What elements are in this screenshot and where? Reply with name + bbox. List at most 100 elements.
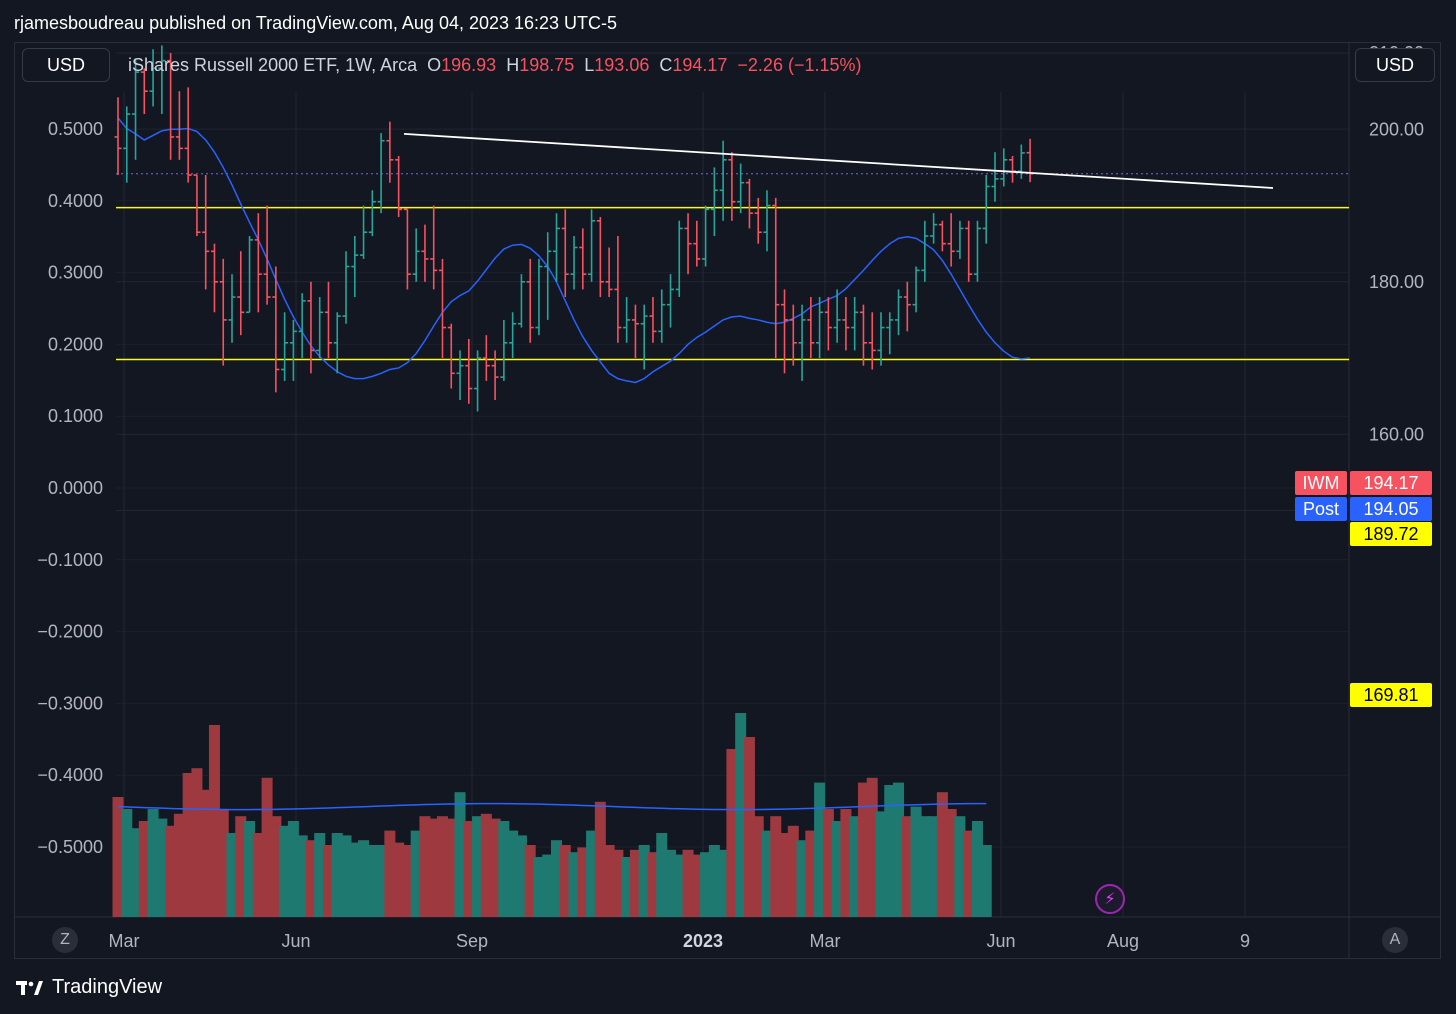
volume-bar: [489, 818, 501, 917]
volume-bar: [480, 813, 492, 917]
volume-bar: [340, 835, 352, 917]
iwm-label-tag: IWM: [1295, 471, 1347, 495]
left-axis-tick-label: −0.3000: [37, 693, 103, 713]
auto-scale-button[interactable]: A: [1382, 927, 1408, 953]
volume-bar: [919, 816, 931, 917]
volume-bar: [463, 821, 475, 917]
volume-bar: [638, 845, 650, 917]
volume-bar: [244, 821, 256, 917]
flash-icon[interactable]: ⚡: [1095, 884, 1125, 914]
volume-bar: [270, 816, 282, 917]
volume-bar: [472, 816, 484, 917]
volume-bar: [419, 816, 431, 917]
volume-bar: [138, 821, 150, 917]
low-label: L: [584, 55, 595, 75]
volume-bar: [331, 833, 343, 917]
time-axis-tick-label: Mar: [810, 931, 841, 951]
volume-bar: [787, 825, 799, 917]
volume-bar: [533, 857, 545, 917]
volume-bar: [594, 801, 606, 917]
volume-bar: [551, 840, 562, 917]
volume-bar: [656, 833, 668, 917]
right-axis-tick-label: 200.00: [1369, 119, 1424, 139]
volume-bar: [980, 845, 992, 917]
volume-bar: [691, 854, 703, 917]
right-axis-tick-label: 160.00: [1369, 424, 1424, 444]
volume-bar: [647, 852, 659, 917]
time-axis-tick-label: Mar: [109, 931, 140, 951]
volume-bar: [410, 830, 422, 917]
volume-bar: [586, 830, 598, 917]
volume-bar: [235, 816, 247, 917]
support-tag-upper: 189.72: [1350, 522, 1432, 546]
volume-bar: [165, 825, 177, 917]
volume-bar: [156, 818, 168, 917]
volume-bar: [147, 809, 159, 917]
brand: TradingView: [16, 976, 162, 999]
high-label: H: [506, 55, 520, 75]
volume-bar: [963, 830, 975, 917]
volume-bar: [577, 847, 589, 917]
volume-bar: [121, 809, 133, 917]
moving-average-line: [117, 117, 1031, 384]
volume-bar: [559, 845, 571, 917]
symbol-legend: iShares Russell 2000 ETF, 1W, Arca O 196…: [128, 55, 872, 76]
volume-bar: [226, 833, 238, 917]
volume-bar: [261, 777, 273, 917]
volume-bar: [401, 845, 413, 917]
volume-bar: [200, 789, 212, 917]
volume-bar: [182, 773, 194, 917]
volume-bar: [743, 737, 755, 917]
open-label: O: [427, 55, 442, 75]
currency-button-right[interactable]: USD: [1355, 48, 1435, 82]
volume-bar: [945, 809, 957, 917]
volume-bar: [884, 785, 896, 917]
volume-bar: [901, 816, 913, 917]
left-axis-tick-label: 0.4000: [48, 191, 103, 211]
left-axis-tick-label: 0.1000: [48, 406, 103, 426]
left-axis-tick-label: 0.3000: [48, 263, 103, 283]
left-axis-tick-label: 0.2000: [48, 334, 103, 354]
left-axis-tick-label: −0.5000: [37, 837, 103, 857]
volume-bar: [796, 840, 808, 917]
volume-bar: [717, 849, 729, 917]
volume-bar: [708, 845, 720, 917]
volume-bar: [173, 813, 185, 917]
high-value: 198.75: [519, 55, 575, 75]
low-value: 193.06: [594, 55, 650, 75]
volume-bar: [314, 833, 326, 917]
volume-bar: [857, 782, 869, 917]
volume-bar: [217, 809, 229, 917]
left-axis-tick-label: −0.2000: [37, 622, 103, 642]
volume-bar: [445, 818, 457, 917]
volume-bar: [375, 845, 387, 917]
volume-bar: [366, 845, 378, 917]
volume-bar: [954, 816, 966, 917]
volume-bar: [805, 830, 817, 917]
volume-bar: [498, 821, 510, 917]
change-value: −2.26 (−1.15%): [737, 55, 862, 75]
volume-bar: [384, 830, 396, 917]
chart-frame: [14, 42, 1441, 959]
volume-bar: [454, 792, 466, 917]
time-axis-tick-label: Sep: [456, 931, 488, 951]
volume-bar: [831, 821, 843, 917]
volume-bar: [761, 830, 773, 917]
volume-bar: [436, 816, 448, 917]
volume-bar: [936, 792, 948, 917]
time-axis-tick-label: Aug: [1107, 931, 1139, 951]
left-axis-tick-label: 0.0000: [48, 478, 103, 498]
time-axis-tick-label: 9: [1240, 931, 1250, 951]
zoom-z-button[interactable]: Z: [52, 927, 78, 953]
volume-bar: [208, 725, 220, 917]
volume-bar: [682, 849, 694, 917]
currency-button-left[interactable]: USD: [22, 48, 110, 82]
volume-bar: [612, 849, 624, 917]
volume-bar: [621, 857, 633, 917]
volume-bar: [814, 782, 826, 917]
volume-ma-line: [117, 802, 987, 811]
symbol-name: iShares Russell 2000 ETF, 1W, Arca: [128, 55, 418, 75]
volume-bar: [542, 854, 554, 917]
left-axis-tick-label: −0.1000: [37, 550, 103, 570]
